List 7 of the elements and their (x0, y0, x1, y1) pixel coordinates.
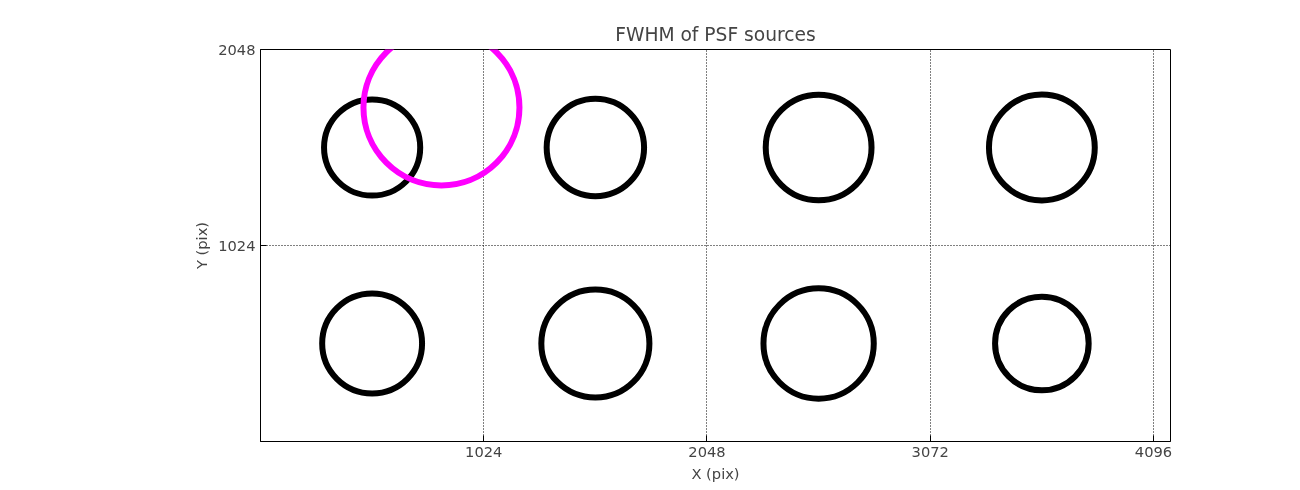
y-axis-title: Y (pix) (193, 221, 211, 271)
x-axis-title: X (pix) (691, 464, 740, 482)
x-tick-label: 2048 (688, 442, 726, 460)
x-tick-label: 1024 (465, 442, 503, 460)
chart-title: FWHM of PSF sources (615, 23, 816, 45)
x-tick-label: 4096 (1134, 442, 1173, 460)
x-tick-label: 3072 (911, 442, 949, 460)
